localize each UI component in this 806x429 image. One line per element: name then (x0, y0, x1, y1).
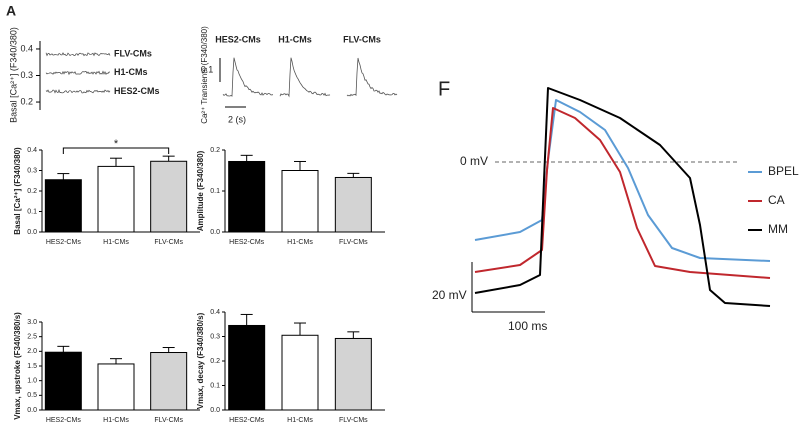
bar (334, 337, 372, 411)
y-tick-label: 0.5 (27, 392, 37, 399)
y-tick-label: 0.1 (210, 188, 220, 195)
bar (150, 352, 188, 411)
x-tick-label: HES2-CMs (229, 417, 265, 424)
y-tick-label: 0.1 (210, 382, 220, 389)
y-tick-label: 2.0 (27, 348, 37, 355)
scale-label: 0.1 (201, 64, 214, 74)
y-tick-label: 0.0 (210, 407, 220, 414)
bar (97, 165, 135, 233)
y-label: Basal [Ca²⁺] (F340/380) (8, 27, 18, 123)
panel-label: A (6, 3, 16, 19)
annotation: * (114, 138, 119, 150)
y-label: Ca²⁺ Transients (F340/380) (200, 26, 209, 124)
bar (281, 170, 319, 233)
y-label: Vmax, decay (F340/380/s) (196, 312, 205, 409)
x-tick-label: FLV-CMs (154, 417, 183, 424)
y-tick-label: 1.5 (27, 363, 37, 370)
ap-trace (474, 87, 771, 307)
basal-trace (45, 70, 111, 76)
y-tick-label: 0.4 (27, 147, 37, 154)
y-tick-label: 2.5 (27, 334, 37, 341)
x-tick-label: FLV-CMs (154, 239, 183, 246)
bar (150, 160, 188, 233)
y-tick-label: 0.4 (210, 309, 220, 316)
x-tick-label: FLV-CMs (339, 417, 368, 424)
bar (97, 363, 135, 411)
x-tick-label: H1-CMs (103, 417, 129, 424)
bar (228, 160, 266, 233)
bar (44, 179, 82, 233)
x-tick-label: H1-CMs (103, 239, 129, 246)
transient-title: HES2-CMs (215, 34, 261, 44)
y-tick-label: 0.1 (27, 208, 37, 215)
trace-label: H1-CMs (114, 67, 148, 77)
y-label: Basal [Ca²⁺] (F340/380) (13, 147, 22, 235)
scale-label: 100 ms (508, 319, 547, 333)
transient-trace (279, 57, 331, 98)
y-label: Vmax, upstroke (F340/380/s) (13, 312, 22, 420)
y-tick-label: 0.3 (20, 70, 33, 80)
bar (44, 351, 82, 411)
scale-label: 20 mV (432, 288, 467, 302)
y-label: Amplitude (F340/380) (196, 150, 205, 231)
y-tick-label: 0.0 (27, 407, 37, 414)
x-tick-label: H1-CMs (287, 239, 313, 246)
panel-label: F (438, 78, 450, 100)
x-tick-label: FLV-CMs (339, 239, 368, 246)
bar (334, 176, 372, 233)
y-tick-label: 0.0 (210, 229, 220, 236)
y-tick-label: 1.0 (27, 378, 37, 385)
y-tick-label: 0.2 (27, 188, 37, 195)
ap-trace (474, 107, 771, 279)
transient-trace (346, 57, 398, 97)
bar (228, 324, 266, 411)
basal-trace (45, 52, 111, 57)
x-tick-label: H1-CMs (287, 417, 313, 424)
x-tick-label: HES2-CMs (229, 239, 265, 246)
transient-title: FLV-CMs (343, 34, 381, 44)
y-tick-label: 0.2 (210, 358, 220, 365)
y-tick-label: 0.3 (210, 333, 220, 340)
bracket (62, 147, 170, 154)
legend-label: MM (768, 222, 788, 236)
y-tick-label: 3.0 (27, 319, 37, 326)
legend-label: BPEL (768, 164, 799, 178)
y-tick-label: 0.2 (210, 147, 220, 154)
y-tick-label: 0.0 (27, 229, 37, 236)
bar (281, 334, 319, 411)
basal-trace (45, 89, 111, 94)
transient-title: H1-CMs (278, 34, 312, 44)
y-tick-label: 0.4 (20, 43, 33, 53)
ap-trace (474, 99, 771, 262)
scale-label: 2 (s) (228, 114, 246, 124)
trace-label: HES2-CMs (114, 86, 160, 96)
legend-label: CA (768, 193, 785, 207)
x-tick-label: HES2-CMs (46, 417, 82, 424)
trace-label: FLV-CMs (114, 49, 152, 59)
x-tick-label: HES2-CMs (46, 239, 82, 246)
transient-trace (222, 57, 274, 97)
y-tick-label: 0.2 (20, 96, 33, 106)
y-tick-label: 0.3 (27, 167, 37, 174)
zero-label: 0 mV (460, 154, 488, 168)
